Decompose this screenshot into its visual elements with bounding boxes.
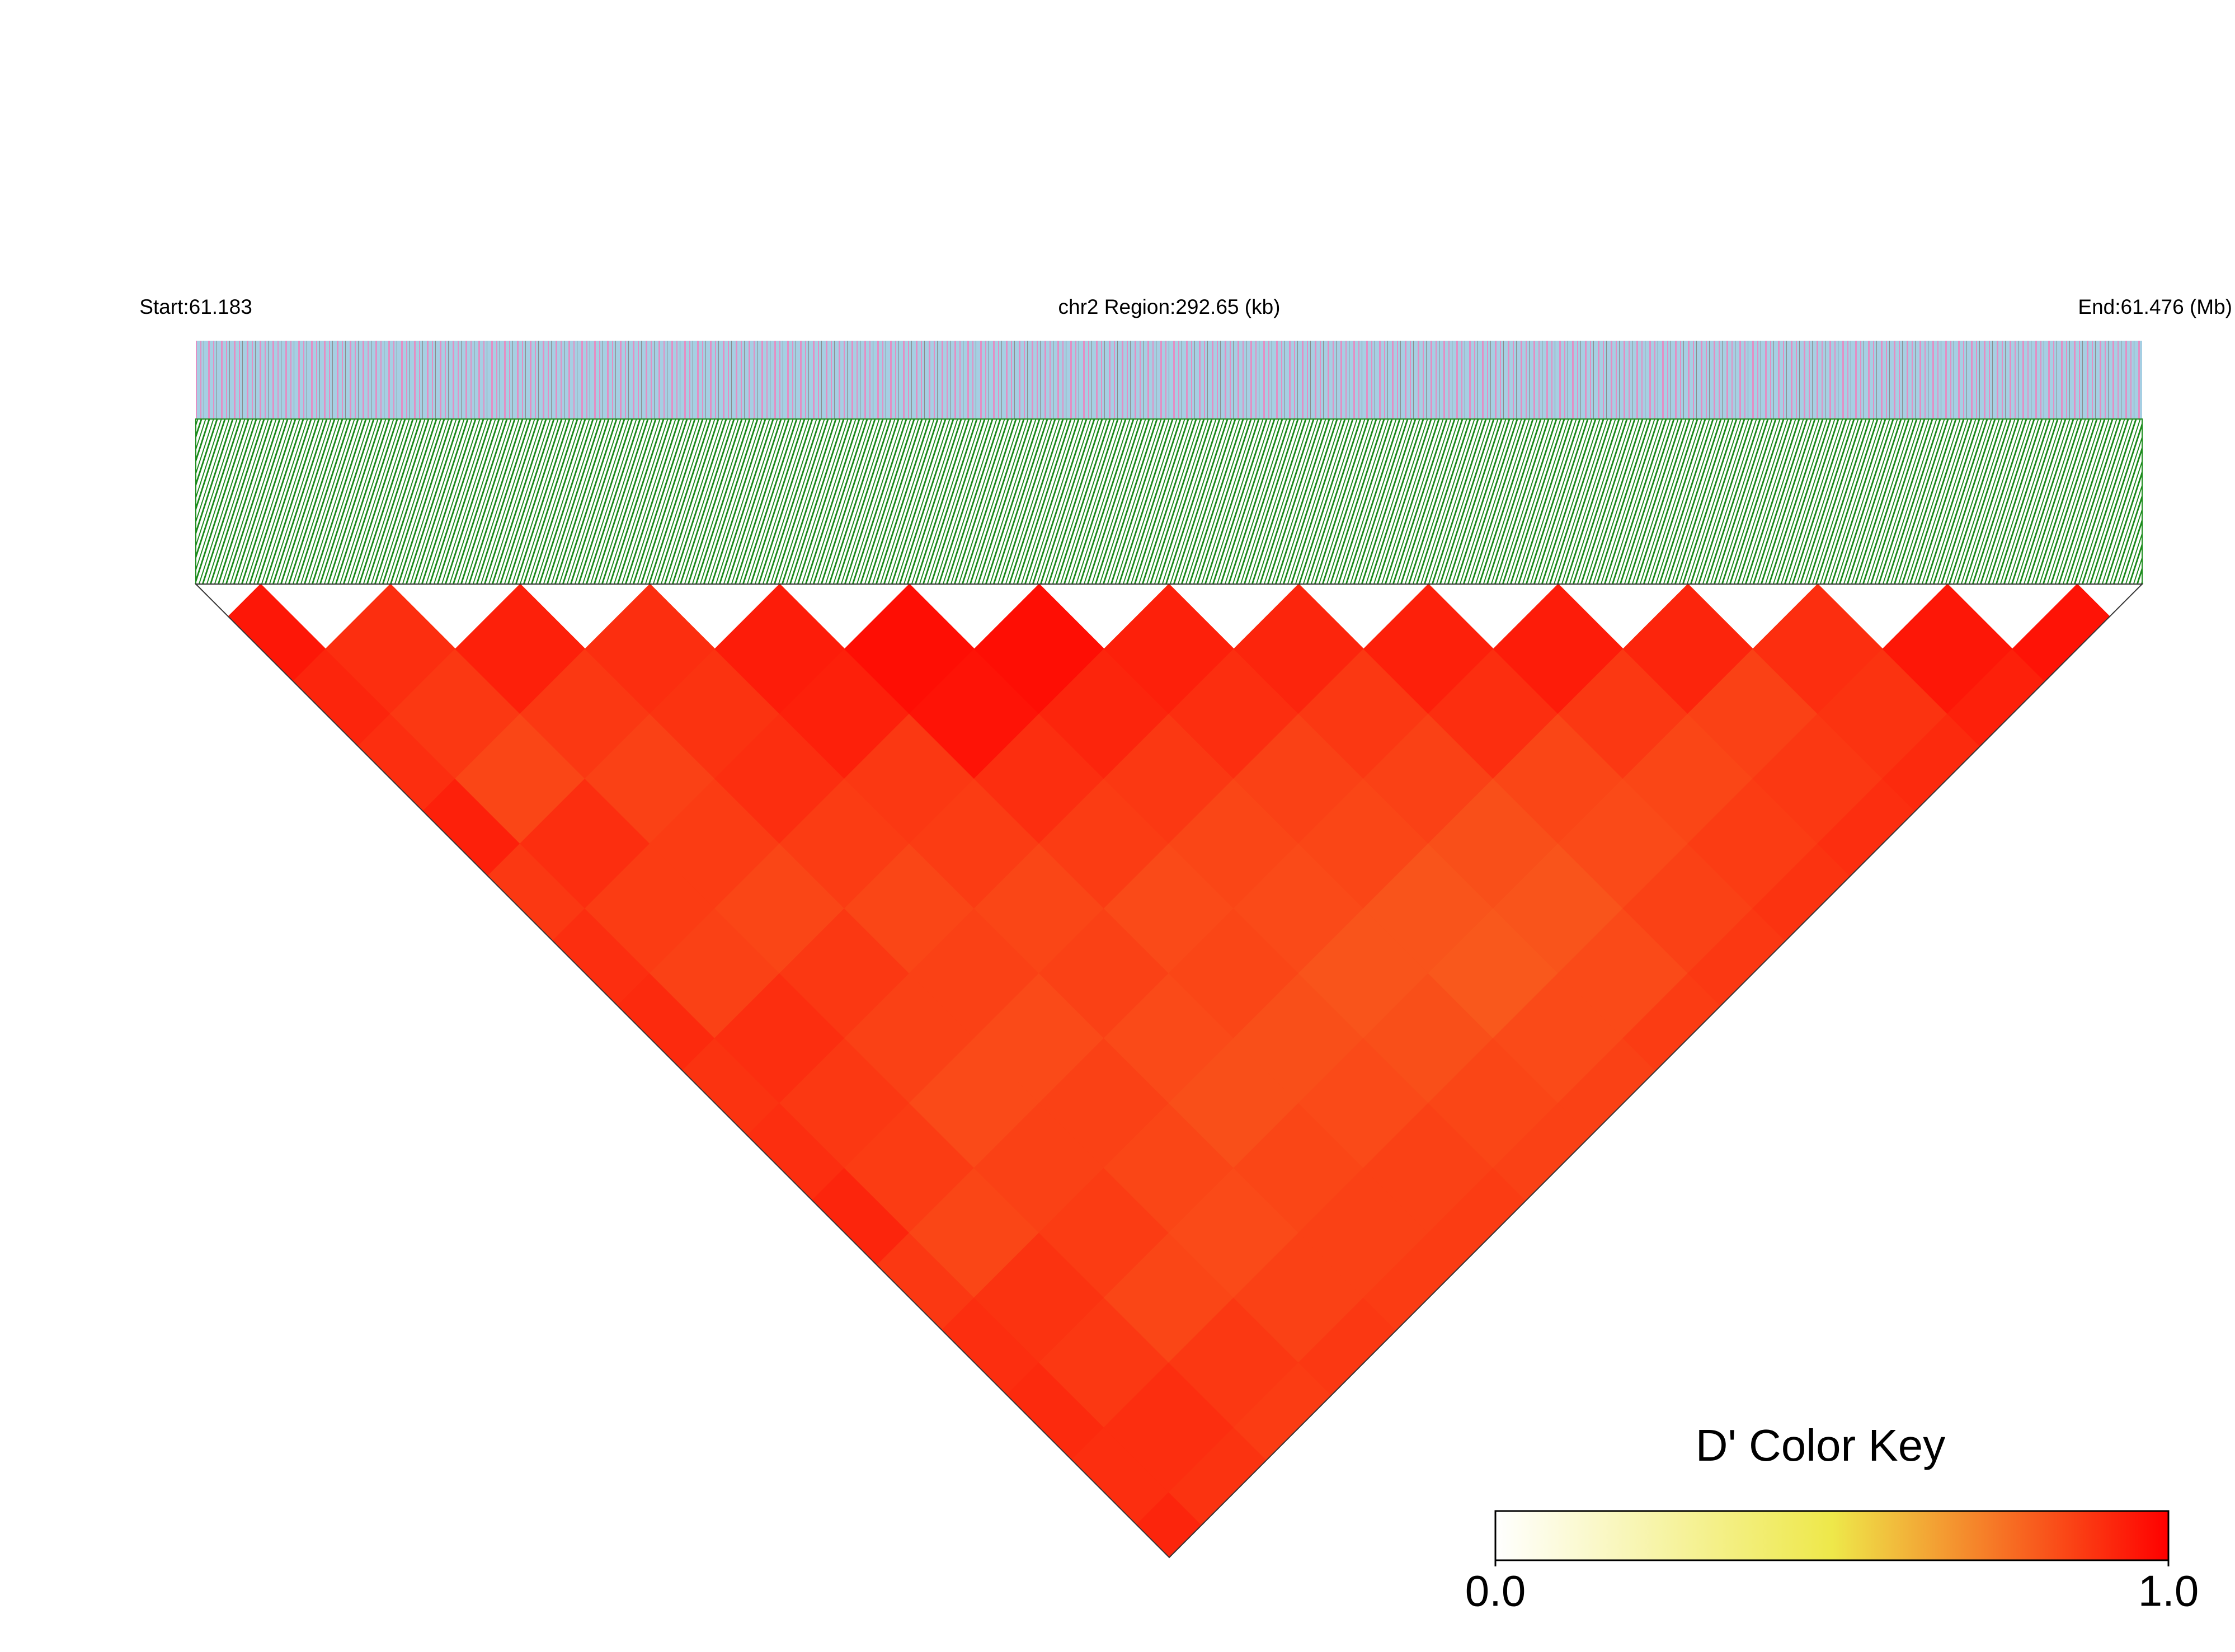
- ld-cell: [909, 1167, 1040, 1298]
- ld-cell: [1168, 1167, 1300, 1298]
- ld-cell: [844, 713, 975, 844]
- ld-cell: [1168, 778, 1300, 909]
- ld-cell: [909, 648, 1040, 779]
- ld-cell: [1428, 778, 1559, 909]
- ld-cell: [909, 778, 1040, 909]
- ld-cell: [779, 908, 910, 1039]
- ld-cell: [1168, 648, 1300, 779]
- ld-cell: [714, 843, 845, 974]
- color-key-bar: [1494, 1510, 2170, 1561]
- ld-cell: [649, 908, 780, 1039]
- ld-cell: [649, 778, 780, 909]
- ld-cell: [779, 648, 910, 779]
- ld-cell: [1038, 648, 1170, 779]
- color-key-tick-label: 0.0: [1465, 1566, 1526, 1616]
- ld-cell: [779, 1037, 910, 1169]
- ld-cell: [1038, 1297, 1170, 1428]
- snp-connectors: [195, 418, 2143, 585]
- ld-cell: [973, 1232, 1105, 1363]
- ld-cell: [1038, 1037, 1170, 1169]
- ld-cell: [1298, 648, 1429, 779]
- end-label: End:61.476 (Mb): [2078, 295, 2232, 318]
- ld-cell: [909, 908, 1040, 1039]
- color-key: D' Color Key 0.0 1.0: [1465, 1420, 2199, 1615]
- ld-cell: [973, 843, 1105, 974]
- color-key-tick-label: 1.0: [2138, 1566, 2199, 1616]
- ld-cell: [844, 584, 975, 714]
- ld-cell: [714, 584, 845, 714]
- ld-cell: [649, 648, 780, 779]
- ld-cell: [779, 778, 910, 909]
- ld-cell: [1038, 908, 1170, 1039]
- ld-cell: [1298, 1037, 1429, 1169]
- heatmap-outline: [194, 583, 2144, 1559]
- start-label: Start:61.183: [139, 295, 252, 318]
- ld-cell: [1558, 648, 1689, 779]
- ld-cell: [1168, 1037, 1300, 1169]
- ld-cell: [1428, 648, 1559, 779]
- ld-cell: [714, 973, 845, 1104]
- region-title: chr2 Region:292.65 (kb): [1058, 295, 1281, 318]
- color-key-title: D' Color Key: [1696, 1420, 1946, 1470]
- ld-cell: [1428, 1037, 1559, 1169]
- ld-cell: [455, 584, 586, 714]
- ld-cell: [1168, 1297, 1300, 1428]
- ld-cell: [1558, 778, 1689, 909]
- ld-cell: [909, 1037, 1040, 1169]
- ld-cell: [1558, 908, 1689, 1039]
- ld-cell: [1038, 1167, 1170, 1298]
- ld-cell: [1298, 1167, 1429, 1298]
- ld-cell: [973, 584, 1105, 714]
- ld-cell: [455, 713, 586, 844]
- ld-cell: [714, 713, 845, 844]
- ld-cell: [844, 1102, 975, 1234]
- ld-cell: [844, 843, 975, 974]
- ld-cell: [1298, 908, 1429, 1039]
- ld-cell: [1168, 908, 1300, 1039]
- ld-cell: [973, 973, 1105, 1104]
- ld-cell: [1038, 778, 1170, 909]
- ld-cell: [1428, 908, 1559, 1039]
- ld-cell: [844, 973, 975, 1104]
- ld-cell: [1298, 778, 1429, 909]
- ld-cell: [973, 713, 1105, 844]
- snp-track: [196, 341, 2142, 419]
- ld-cell: [973, 1102, 1105, 1234]
